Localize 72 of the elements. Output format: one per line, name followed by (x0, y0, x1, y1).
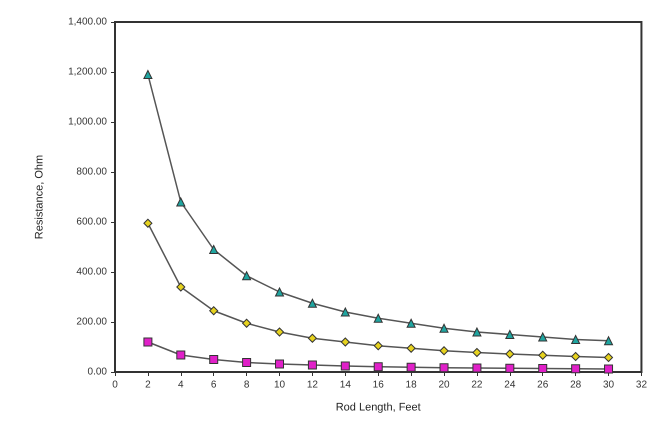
point (406, 318, 416, 328)
x-tick-label: 6 (210, 380, 217, 390)
point (406, 362, 416, 372)
x-axis-title: Rod Length, Feet (336, 402, 421, 414)
point (176, 198, 186, 206)
x-tick-label: 12 (306, 380, 318, 390)
y-tick-label: 1,400.00 (68, 16, 108, 28)
point (275, 288, 284, 296)
point (308, 298, 317, 308)
point (604, 364, 614, 374)
y-tick-label: 1,200.00 (68, 66, 108, 78)
point (406, 344, 416, 353)
x-tick-label: 30 (602, 380, 615, 390)
point (538, 332, 548, 342)
x-tick-label: 28 (570, 380, 582, 390)
point (472, 364, 482, 372)
point (340, 308, 350, 316)
point (571, 335, 580, 344)
x-tick-label: 10 (274, 380, 286, 390)
y-tick-label: 800.00 (76, 166, 108, 178)
point (209, 306, 218, 316)
x-tick-label: 20 (438, 380, 450, 390)
point (604, 336, 614, 346)
point (340, 362, 350, 370)
point (275, 360, 284, 368)
point (604, 353, 614, 362)
point (176, 350, 186, 360)
x-tick-label: 26 (537, 380, 549, 390)
x-tick-label: 8 (244, 380, 250, 390)
x-tick-label: 32 (636, 380, 648, 390)
x-tick-label: 2 (145, 380, 152, 390)
point (176, 282, 186, 292)
point (538, 364, 548, 373)
point (505, 364, 514, 373)
point (440, 346, 449, 356)
point (275, 328, 284, 336)
point (143, 338, 152, 346)
point (440, 363, 449, 372)
y-tick-label: 400.00 (76, 266, 108, 278)
point (242, 318, 252, 328)
point (308, 360, 317, 370)
y-tick-label: 600.00 (76, 216, 108, 228)
point (242, 271, 252, 280)
x-tick-label: 24 (504, 380, 516, 390)
point (308, 334, 317, 343)
point (209, 355, 218, 364)
point (538, 350, 548, 360)
point (242, 358, 252, 367)
point (440, 324, 449, 333)
x-tick-label: 14 (340, 380, 352, 390)
y-tick-label: 0.00 (88, 366, 108, 378)
point (571, 352, 580, 361)
point (143, 218, 152, 228)
x-tick-label: 18 (406, 380, 418, 390)
point (143, 70, 152, 79)
point (472, 348, 482, 357)
x-tick-label: 22 (471, 380, 483, 390)
y-tick-label: 1,000.00 (68, 116, 108, 128)
point (505, 330, 514, 339)
point (340, 338, 350, 346)
y-axis-title: Resistance, Ohm (34, 154, 46, 240)
point (374, 314, 383, 323)
point (209, 245, 218, 254)
point (374, 362, 383, 372)
point (472, 328, 482, 336)
x-tick-label: 16 (372, 380, 384, 390)
point (571, 364, 580, 374)
x-tick-label: 0 (112, 380, 118, 390)
point (505, 350, 514, 358)
x-tick-label: 4 (178, 380, 184, 390)
point (374, 341, 383, 350)
y-tick-label: 200.00 (76, 316, 108, 328)
